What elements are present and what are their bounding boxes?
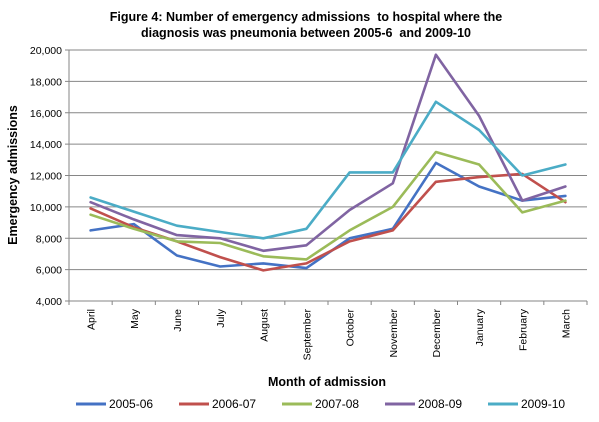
x-tick-label: February	[517, 308, 529, 351]
series-line-2006-07	[89, 172, 567, 272]
y-tick-label: 6,000	[36, 265, 62, 277]
x-tick-label: June	[172, 309, 184, 332]
x-axis-title: Month of admission	[268, 375, 386, 389]
x-tick-label: May	[129, 308, 141, 329]
series-lines	[89, 53, 567, 272]
legend-label: 2007-08	[315, 397, 359, 411]
y-tick-label: 4,000	[36, 296, 62, 308]
legend-label: 2005-06	[109, 397, 153, 411]
legend-label: 2009-10	[521, 397, 565, 411]
x-tick-label: December	[431, 308, 443, 357]
x-tick-label: March	[560, 309, 572, 338]
y-axis-title: Emergency admissions	[6, 105, 20, 245]
x-tick-label: April	[86, 309, 98, 330]
x-tick-label: November	[388, 308, 400, 357]
y-tick-label: 8,000	[36, 233, 62, 245]
chart-title-line-1: Figure 4: Number of emergency admissions…	[110, 10, 502, 24]
chart-title-line-2: diagnosis was pneumonia between 2005-6 a…	[141, 26, 471, 40]
x-tick-labels: April May June July August September October No…	[68, 301, 588, 361]
x-tick-label: October	[345, 309, 357, 347]
series-line-2007-08	[89, 150, 567, 261]
series-line-2008-09	[89, 53, 567, 253]
series-line-2009-10	[89, 100, 567, 240]
legend-label: 2008-09	[418, 397, 462, 411]
y-tick-labels: 4,000 6,000 8,000 10,000 12,000 14,000 16,000 1…	[30, 45, 69, 308]
y-tick-label: 20,000	[30, 45, 62, 57]
x-tick-label: September	[301, 309, 313, 361]
legend-label: 2006-07	[212, 397, 256, 411]
y-tick-label: 12,000	[30, 171, 62, 183]
legend: 2005-06 2006-07 2007-08 2008-09 2009-10	[76, 397, 565, 411]
x-tick-label: August	[258, 309, 270, 342]
x-tick-label: July	[215, 308, 227, 327]
y-tick-label: 14,000	[30, 139, 62, 151]
y-tick-label: 10,000	[30, 202, 62, 214]
x-tick-label: January	[474, 308, 486, 346]
y-tick-label: 18,000	[30, 76, 62, 88]
y-tick-label: 16,000	[30, 108, 62, 120]
